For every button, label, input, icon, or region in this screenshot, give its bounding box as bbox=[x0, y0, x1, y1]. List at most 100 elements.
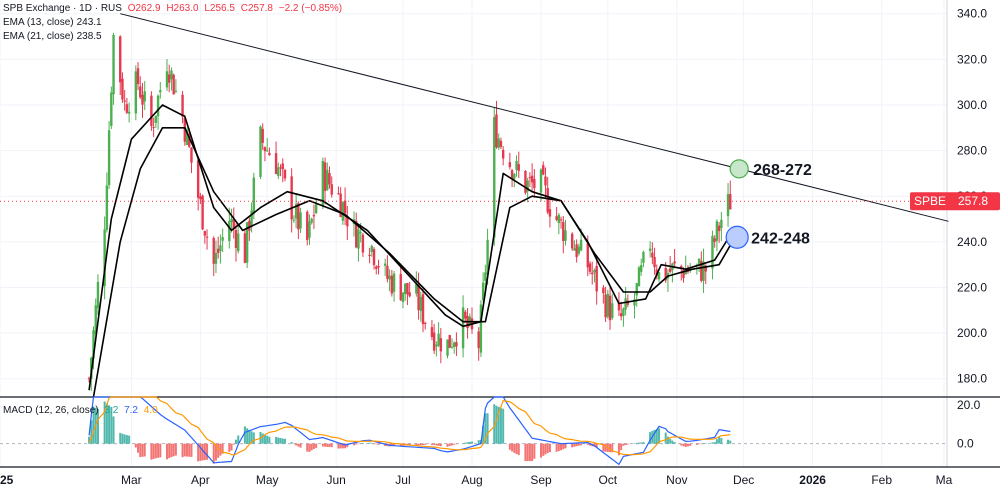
macd-hist-bar bbox=[511, 443, 514, 452]
macd-hist-bar bbox=[713, 442, 716, 444]
macd-hist-bar bbox=[119, 432, 122, 444]
macd-hist-bar bbox=[464, 442, 467, 444]
macd-hist-bar bbox=[682, 443, 685, 447]
macd-hist-bar bbox=[564, 443, 567, 449]
candle-body bbox=[154, 115, 158, 123]
x-tick-label: 2026 bbox=[799, 473, 826, 487]
candle-body bbox=[570, 233, 574, 249]
y-tick-label: 180.0 bbox=[957, 372, 987, 386]
macd-hist-bar bbox=[484, 413, 487, 444]
candle-body bbox=[230, 219, 233, 222]
candle-body bbox=[404, 283, 407, 295]
candle-body bbox=[700, 260, 703, 281]
candle-body bbox=[430, 327, 434, 337]
macd-hist-bar bbox=[695, 443, 698, 445]
candle-body bbox=[604, 294, 607, 318]
macd-hist-bar bbox=[134, 443, 137, 448]
macd-hist-bar bbox=[419, 443, 422, 446]
macd-hist-bar bbox=[715, 439, 718, 444]
candle-body bbox=[702, 261, 705, 281]
candle-body bbox=[339, 193, 342, 218]
macd-hist-bar bbox=[493, 404, 496, 444]
macd-hist-bar bbox=[577, 443, 580, 446]
price-label-value: 257.8 bbox=[958, 194, 988, 208]
candle-body bbox=[406, 283, 409, 295]
candle-body bbox=[308, 221, 311, 238]
macd-hist-bar bbox=[228, 443, 231, 452]
symbol-line: SPB Exchange · 1D · RUS O262.9 H263.0 L2… bbox=[3, 2, 342, 16]
macd-legend[interactable]: MACD (12, 26, close) 3.2 7.2 4.0 bbox=[3, 404, 158, 418]
candle-body bbox=[337, 193, 340, 195]
candle-body bbox=[199, 196, 202, 200]
candle-body bbox=[219, 245, 222, 252]
macd-hist-bar bbox=[105, 403, 108, 444]
candle-body bbox=[283, 169, 287, 179]
macd-hist-bar bbox=[172, 443, 175, 457]
candle-body bbox=[513, 174, 516, 179]
x-tick-label: Ma bbox=[936, 473, 953, 487]
macd-hist-bar bbox=[633, 443, 636, 444]
candle-body bbox=[110, 92, 113, 126]
candle-body bbox=[112, 35, 115, 95]
macd-hist-bar bbox=[437, 443, 440, 446]
ema13-legend[interactable]: EMA (13, close) 243.1 bbox=[3, 16, 342, 30]
macd-hist-bar bbox=[448, 443, 451, 446]
candle-body bbox=[602, 287, 605, 294]
macd-hist-bar bbox=[186, 443, 189, 457]
macd-hist-bar bbox=[602, 443, 605, 452]
macd-hist-bar bbox=[611, 443, 614, 453]
macd-hist-bar bbox=[159, 443, 162, 458]
macd-hist-bar bbox=[170, 443, 173, 458]
macd-hist-bar bbox=[408, 443, 411, 446]
macd-hist-bar bbox=[328, 443, 331, 448]
macd-hist-bar bbox=[468, 441, 471, 444]
macd-hist-bar bbox=[702, 443, 705, 445]
candle-body bbox=[156, 95, 160, 117]
candle-body bbox=[682, 269, 685, 279]
macd-hist-bar bbox=[666, 436, 669, 444]
macd-hist-bar bbox=[346, 443, 349, 448]
macd-hist-bar bbox=[486, 413, 489, 444]
candle-body bbox=[408, 292, 411, 297]
annotation-marker bbox=[729, 159, 749, 179]
candle-body bbox=[386, 265, 389, 279]
candle-body bbox=[606, 293, 610, 317]
candle-body bbox=[87, 378, 91, 380]
candle-body bbox=[346, 217, 349, 227]
candle-body bbox=[544, 176, 547, 186]
macd-hist-bar bbox=[279, 438, 282, 444]
macd-hist-bar bbox=[326, 443, 329, 447]
price-label-box bbox=[910, 192, 1000, 211]
macd-hist-value: 3.2 bbox=[104, 405, 119, 416]
macd-hist-bar bbox=[230, 443, 233, 451]
macd-hist-bar bbox=[390, 443, 393, 447]
macd-hist-bar bbox=[526, 443, 529, 462]
candle-body bbox=[214, 252, 218, 264]
candle-body bbox=[448, 335, 451, 348]
candle-body bbox=[330, 184, 333, 195]
macd-hist-bar bbox=[277, 437, 280, 444]
x-tick-label: Mar bbox=[121, 473, 142, 487]
macd-hist-bar bbox=[361, 443, 364, 444]
macd-hist-bar bbox=[250, 431, 253, 444]
y-tick-label: 280.0 bbox=[957, 144, 987, 158]
candle-body bbox=[357, 229, 360, 249]
candle-body bbox=[196, 160, 200, 198]
macd-hist-bar bbox=[154, 443, 157, 459]
macd-hist-bar bbox=[450, 443, 453, 446]
macd-tick-label: 20.0 bbox=[957, 398, 981, 412]
macd-hist-bar bbox=[589, 443, 591, 446]
x-tick-label: Jul bbox=[395, 473, 410, 487]
ohlc-change: −2.2 (−0.85%) bbox=[278, 3, 343, 14]
candle-body bbox=[323, 162, 327, 192]
ema21-legend[interactable]: EMA (21, close) 238.5 bbox=[3, 30, 342, 44]
macd-hist-bar bbox=[310, 443, 313, 451]
candle-body bbox=[530, 175, 534, 183]
trendline bbox=[120, 13, 949, 222]
candle-body bbox=[439, 338, 443, 352]
macd-hist-bar bbox=[446, 443, 449, 447]
macd-hist-bar bbox=[649, 432, 652, 444]
macd-hist-bar bbox=[232, 443, 235, 445]
candle-body bbox=[279, 167, 282, 169]
